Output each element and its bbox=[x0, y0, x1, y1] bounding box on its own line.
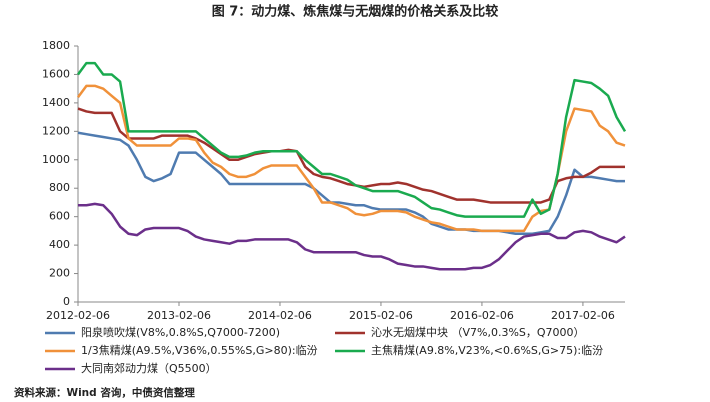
legend-label: 沁水无烟煤中块 （V7%,0.3%S，Q7000） bbox=[371, 325, 585, 339]
series-line bbox=[77, 131, 625, 235]
source: 资料来源：Wind 咨询，中债资信整理 bbox=[14, 386, 195, 399]
series-line bbox=[76, 61, 627, 218]
x-tick-label: 2015-02-06 bbox=[349, 309, 413, 322]
y-tick-label: 1800 bbox=[42, 39, 70, 52]
series-line bbox=[76, 84, 626, 233]
x-tick-label: 2014-02-06 bbox=[248, 309, 312, 322]
y-tick-label: 800 bbox=[49, 181, 70, 194]
y-tick-label: 600 bbox=[49, 210, 70, 223]
y-tick-label: 400 bbox=[49, 238, 70, 251]
series-line bbox=[77, 107, 625, 204]
y-tick-label: 1400 bbox=[42, 96, 70, 109]
chart-title: 图 7：动力煤、炼焦煤与无烟煤的价格关系及比较 bbox=[212, 4, 499, 20]
legend-label: 阳泉喷吹煤(V8%,0.8%S,Q7000-7200) bbox=[81, 325, 280, 339]
y-tick-label: 1200 bbox=[42, 124, 70, 137]
legend-label: 1/3焦精煤(A9.5%,V36%,0.55%S,G>80):临汾 bbox=[81, 343, 318, 357]
x-tick-label: 2013-02-06 bbox=[147, 309, 211, 322]
legend-label: 主焦精煤(A9.8%,V23%,<0.6%S,G>75):临汾 bbox=[371, 343, 603, 357]
legend-label: 大同南郊动力煤（Q5500） bbox=[81, 361, 217, 375]
y-tick-label: 200 bbox=[49, 267, 70, 280]
x-tick-label: 2016-02-06 bbox=[450, 309, 514, 322]
series-line bbox=[78, 202, 626, 271]
y-tick-label: 1600 bbox=[42, 67, 70, 80]
y-tick-label: 0 bbox=[63, 295, 70, 308]
x-tick-label: 2012-02-06 bbox=[46, 309, 110, 322]
x-tick-label: 2017-02-06 bbox=[551, 309, 615, 322]
y-tick-label: 1000 bbox=[42, 153, 70, 166]
